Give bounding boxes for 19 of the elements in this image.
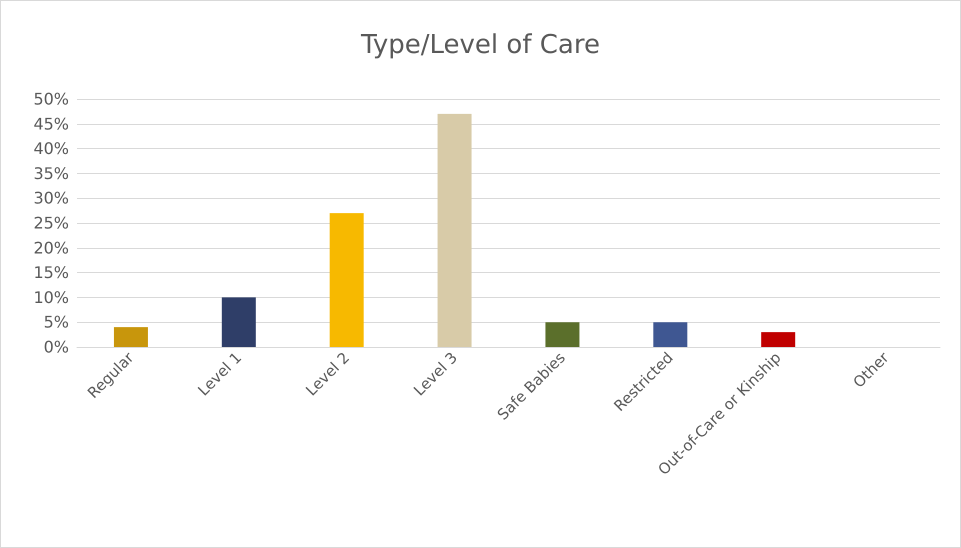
y-tick-label: 50% bbox=[33, 90, 69, 108]
bar bbox=[114, 327, 148, 347]
y-tick-label: 5% bbox=[44, 312, 69, 332]
bar bbox=[222, 297, 256, 347]
y-tick-label: 35% bbox=[33, 164, 69, 183]
y-tick-label: 40% bbox=[33, 139, 69, 158]
y-tick-label: 25% bbox=[33, 214, 69, 232]
y-tick-label: 10% bbox=[33, 288, 69, 307]
y-tick-label: 45% bbox=[33, 114, 69, 134]
bar bbox=[761, 332, 796, 347]
y-tick-label: 15% bbox=[33, 263, 69, 282]
bar bbox=[438, 114, 472, 347]
y-tick-label: 20% bbox=[33, 238, 69, 258]
y-tick-label: 0% bbox=[44, 338, 69, 356]
chart-title: Type/Level of Care bbox=[360, 30, 600, 60]
bar bbox=[545, 322, 580, 347]
bar bbox=[653, 322, 688, 347]
y-tick-label: 30% bbox=[33, 188, 69, 208]
bar bbox=[330, 213, 364, 347]
